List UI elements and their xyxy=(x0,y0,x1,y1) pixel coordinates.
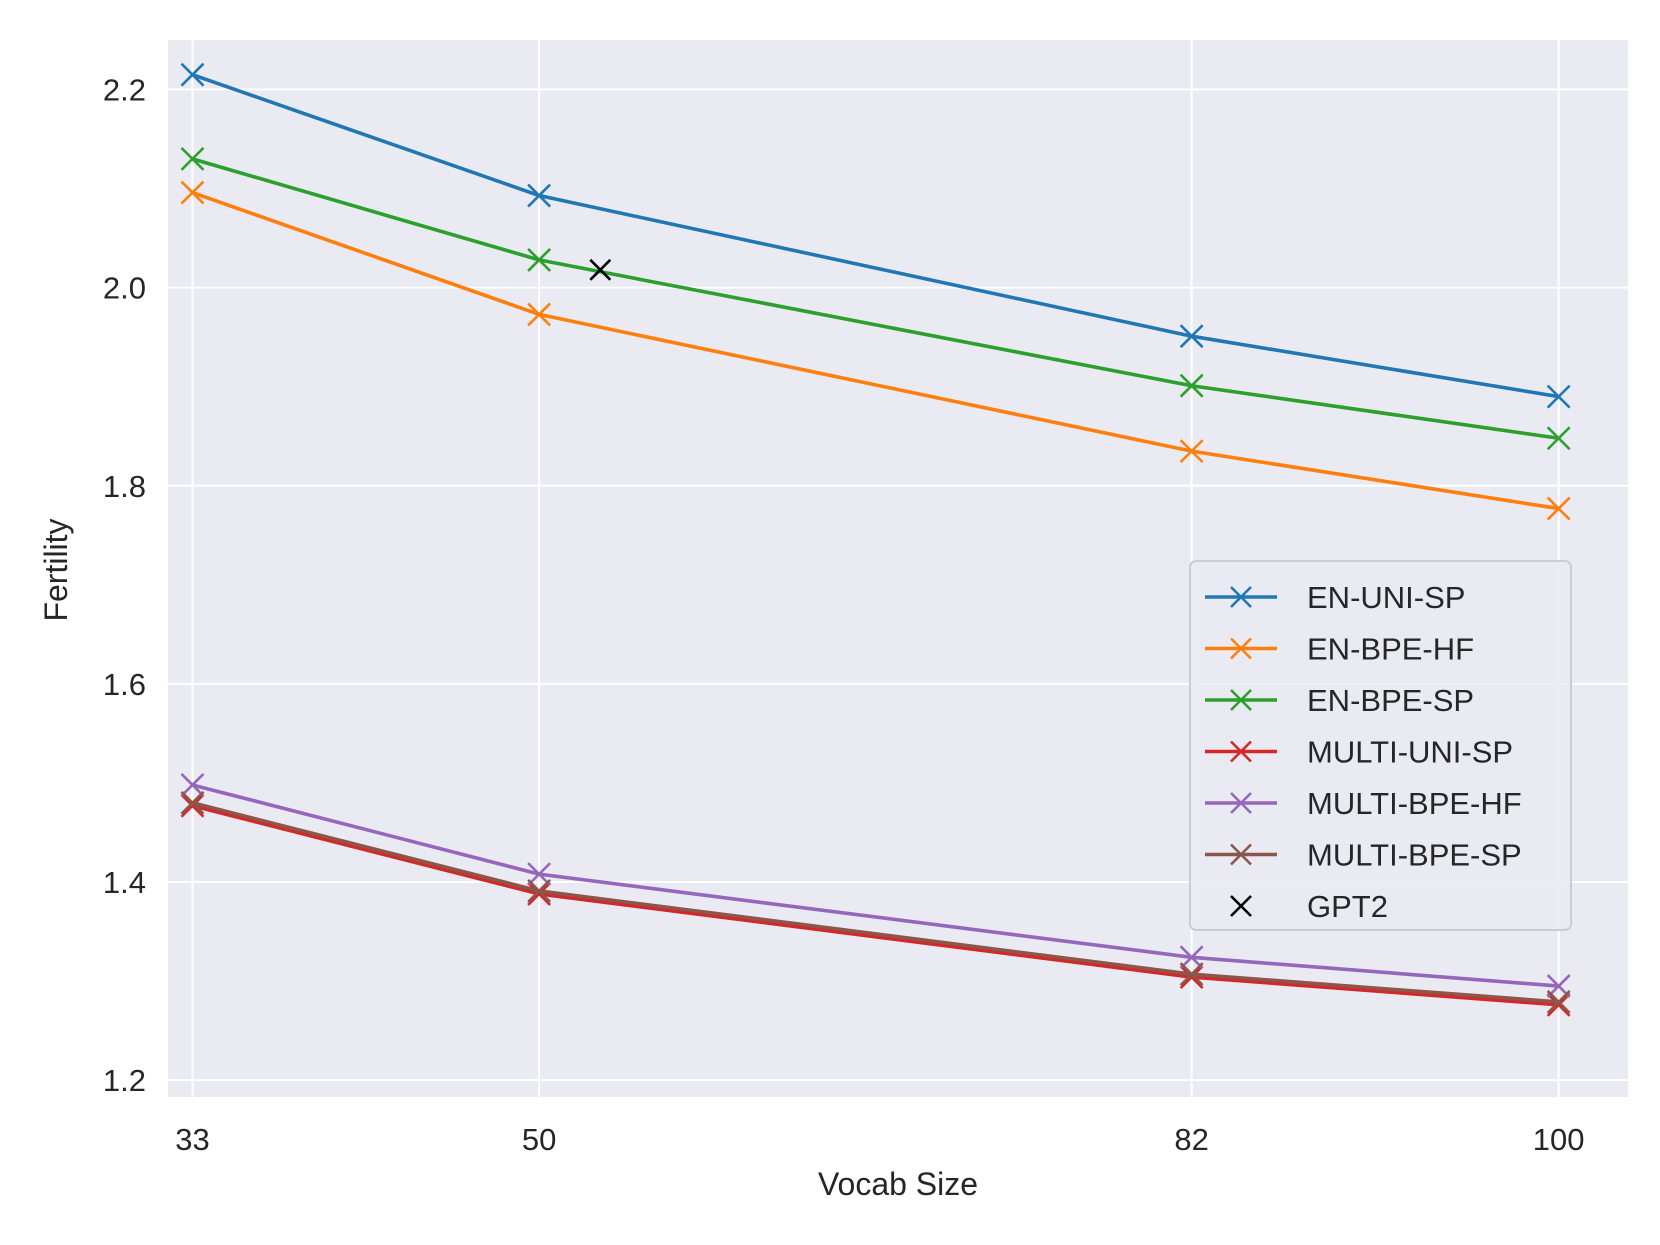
series-en-uni-sp xyxy=(180,62,1571,409)
data-point-en-bpe-hf xyxy=(1546,496,1571,521)
series-line-multi-bpe-sp xyxy=(190,800,1561,1004)
legend-item-gpt2: GPT2 xyxy=(1230,889,1388,924)
data-point-multi-bpe-hf xyxy=(1179,945,1204,970)
legend-marker xyxy=(1230,740,1252,763)
y-tick-label: 1.6 xyxy=(103,667,146,702)
data-point-multi-bpe-sp xyxy=(527,879,552,903)
data-point-en-bpe-hf xyxy=(180,180,205,205)
x-tick-labels: 33 50 82 100 xyxy=(175,1122,1584,1157)
data-point-en-bpe-sp xyxy=(180,146,205,171)
data-point-multi-bpe-sp xyxy=(180,790,205,815)
y-axis-label: Fertility xyxy=(38,518,74,621)
x-axis-label: Vocab Size xyxy=(818,1166,978,1202)
series-multi-bpe-hf xyxy=(180,773,1571,998)
data-point-multi-uni-sp xyxy=(1546,992,1571,1017)
legend-marker xyxy=(1230,637,1252,660)
legend-marker xyxy=(1230,586,1252,608)
legend-marker xyxy=(1230,689,1252,711)
data-point-en-bpe-hf xyxy=(1179,439,1204,464)
data-point-en-bpe-sp xyxy=(527,248,552,272)
data-point-en-bpe-hf xyxy=(527,302,552,327)
legend-label: MULTI-BPE-SP xyxy=(1307,838,1522,873)
data-point-en-uni-sp xyxy=(1546,384,1571,409)
x-tick-label: 50 xyxy=(522,1122,556,1157)
x-tick-label: 82 xyxy=(1174,1122,1208,1157)
legend-label: EN-BPE-SP xyxy=(1307,683,1474,718)
x-tick-label: 100 xyxy=(1533,1122,1585,1157)
series-line-en-uni-sp xyxy=(190,72,1561,399)
legend-marker xyxy=(1230,895,1252,917)
legend-item-en-bpe-sp: EN-BPE-SP xyxy=(1205,683,1474,718)
data-point-gpt2 xyxy=(589,258,612,281)
y-tick-labels: 1.2 1.4 1.6 1.8 2.0 2.2 xyxy=(103,73,146,1099)
series-line-multi-bpe-hf xyxy=(190,783,1561,988)
series-line-multi-uni-sp xyxy=(190,803,1561,1007)
series-multi-uni-sp xyxy=(180,793,1571,1017)
legend-label: EN-UNI-SP xyxy=(1307,580,1465,615)
legend-marker xyxy=(1230,792,1252,814)
series-en-bpe-hf xyxy=(180,180,1571,521)
legend-item-multi-uni-sp: MULTI-UNI-SP xyxy=(1205,735,1513,770)
legend-item-en-bpe-hf: EN-BPE-HF xyxy=(1205,632,1474,667)
legend-item-en-uni-sp: EN-UNI-SP xyxy=(1205,580,1465,615)
series-line-en-bpe-hf xyxy=(190,190,1561,511)
legend-label: MULTI-UNI-SP xyxy=(1307,735,1513,770)
data-point-multi-uni-sp xyxy=(1179,965,1204,990)
legend-label: EN-BPE-HF xyxy=(1307,632,1474,667)
data-point-multi-uni-sp xyxy=(527,882,552,906)
legend-frame xyxy=(1189,560,1572,931)
series-multi-bpe-sp xyxy=(180,790,1571,1014)
data-point-multi-uni-sp xyxy=(180,793,205,818)
series-en-bpe-sp xyxy=(180,146,1571,451)
y-tick-label: 1.8 xyxy=(103,469,146,504)
legend-label: MULTI-BPE-HF xyxy=(1307,786,1522,821)
data-point-en-bpe-sp xyxy=(1179,373,1204,398)
series-gpt2 xyxy=(589,258,612,281)
y-tick-label: 1.2 xyxy=(103,1063,146,1098)
data-point-multi-bpe-sp xyxy=(1179,962,1204,987)
legend-label: GPT2 xyxy=(1307,889,1388,924)
legend-item-multi-bpe-hf: MULTI-BPE-HF xyxy=(1205,786,1522,821)
y-tick-label: 2.2 xyxy=(103,73,146,108)
data-point-multi-bpe-hf xyxy=(180,773,205,797)
data-point-en-bpe-sp xyxy=(1546,426,1571,451)
x-tick-label: 33 xyxy=(175,1122,209,1157)
data-point-en-uni-sp xyxy=(180,62,205,87)
legend-item-multi-bpe-sp: MULTI-BPE-SP xyxy=(1205,838,1522,873)
series-line-en-bpe-sp xyxy=(190,157,1561,441)
data-point-multi-bpe-sp xyxy=(1546,989,1571,1014)
legend-marker xyxy=(1230,843,1252,866)
series-layer xyxy=(180,62,1571,1017)
data-point-en-uni-sp xyxy=(1179,324,1204,349)
y-tick-label: 2.0 xyxy=(103,271,146,306)
legend: EN-UNI-SP EN-BPE-HF EN-BPE-SP MULTI-UNI-SP M… xyxy=(1189,560,1572,931)
y-tick-label: 1.4 xyxy=(103,865,146,900)
data-point-en-uni-sp xyxy=(527,183,552,208)
data-point-multi-bpe-hf xyxy=(527,862,552,887)
